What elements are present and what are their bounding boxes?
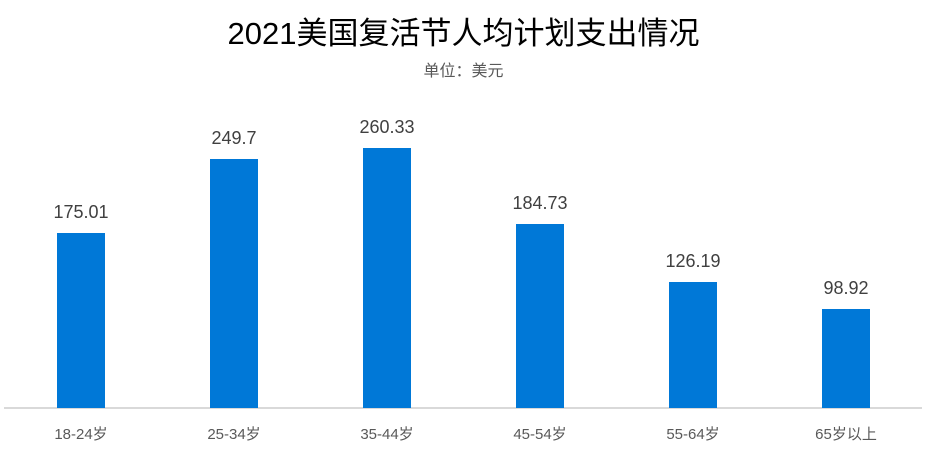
bar — [57, 233, 105, 408]
data-label: 184.73 — [512, 193, 568, 213]
chart-title: 2021美国复活节人均计划支出情况 — [227, 16, 700, 51]
bar — [822, 309, 870, 408]
chart-subtitle: 单位：美元 — [423, 63, 504, 80]
x-tick-label: 25-34岁 — [207, 426, 261, 443]
x-tick-label: 65岁以上 — [815, 426, 877, 443]
x-tick-label: 18-24岁 — [54, 426, 108, 443]
bar — [363, 148, 411, 408]
bar — [669, 282, 717, 408]
data-label: 126.19 — [665, 251, 721, 271]
data-label: 175.01 — [53, 202, 109, 222]
bar — [210, 159, 258, 408]
data-label: 98.92 — [823, 278, 869, 298]
x-tick-label: 55-64岁 — [666, 426, 720, 443]
x-tick-label: 35-44岁 — [360, 426, 414, 443]
x-axis-line — [4, 407, 922, 409]
bar — [516, 224, 564, 408]
x-tick-label: 45-54岁 — [513, 426, 567, 443]
data-label: 249.7 — [211, 128, 257, 148]
data-label: 260.33 — [359, 117, 415, 137]
